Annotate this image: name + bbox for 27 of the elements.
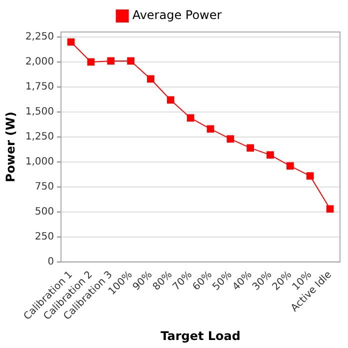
point <box>127 57 134 65</box>
point <box>67 38 75 46</box>
y-axis-title: Power (W) <box>3 112 18 182</box>
point <box>246 144 254 152</box>
point <box>107 57 115 65</box>
point <box>87 58 95 66</box>
point <box>206 125 214 133</box>
point <box>286 162 294 170</box>
point <box>266 151 274 159</box>
y-tick-label: 1,500 <box>25 106 54 118</box>
y-tick-label: 2,000 <box>25 56 54 68</box>
y-tick-label: 500 <box>34 206 54 218</box>
y-tick-label: 750 <box>34 182 54 193</box>
point <box>326 205 334 213</box>
y-tick-label: 0 <box>48 256 54 268</box>
point <box>186 114 194 122</box>
point <box>147 75 154 83</box>
point <box>226 135 234 143</box>
y-tick-label: 1,750 <box>25 82 54 93</box>
y-tick-label: 1,000 <box>25 156 54 168</box>
x-axis-title: Target Load <box>160 328 240 343</box>
y-tick-label: 1,250 <box>25 132 54 143</box>
y-tick-label: 250 <box>34 232 54 242</box>
y-tick-label: 2,250 <box>25 32 54 43</box>
point <box>306 172 314 180</box>
point <box>166 96 174 104</box>
legend-label: Average Power <box>132 8 222 22</box>
